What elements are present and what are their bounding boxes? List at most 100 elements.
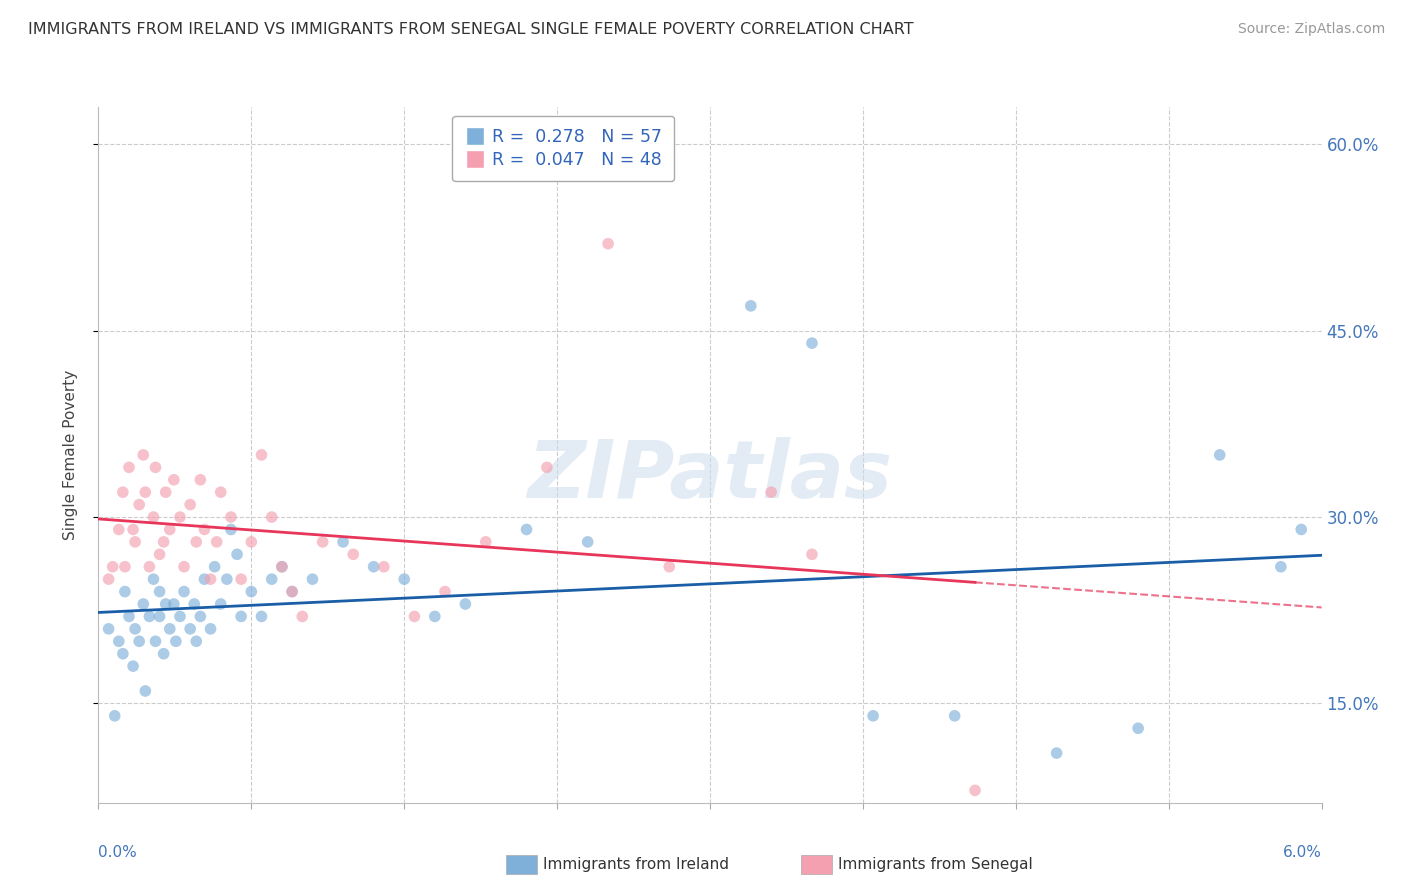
Text: IMMIGRANTS FROM IRELAND VS IMMIGRANTS FROM SENEGAL SINGLE FEMALE POVERTY CORRELA: IMMIGRANTS FROM IRELAND VS IMMIGRANTS FR…: [28, 22, 914, 37]
Point: [186, 634, 208, 648]
Point: [169, 510, 191, 524]
Text: Source: ZipAtlas.com: Source: ZipAtlas.com: [1237, 22, 1385, 37]
Point: [124, 535, 146, 549]
Point: [155, 485, 177, 500]
Point: [270, 559, 292, 574]
Point: [193, 523, 215, 537]
Point: [97, 572, 120, 586]
Point: [963, 783, 986, 797]
Point: [142, 572, 165, 586]
Point: [179, 498, 201, 512]
Point: [163, 597, 186, 611]
Text: 0.0%: 0.0%: [98, 845, 138, 860]
Point: [152, 647, 174, 661]
Point: [108, 634, 131, 648]
Point: [250, 448, 273, 462]
Point: [658, 559, 681, 574]
Point: [155, 597, 177, 611]
Point: [152, 535, 174, 549]
Point: [240, 584, 263, 599]
Point: [209, 597, 232, 611]
Point: [260, 572, 283, 586]
Point: [169, 609, 191, 624]
Point: [118, 609, 141, 624]
Point: [145, 460, 167, 475]
Point: [943, 708, 966, 723]
Point: [215, 572, 238, 586]
Point: [111, 647, 134, 661]
Point: [159, 523, 181, 537]
Point: [596, 236, 619, 251]
Point: [114, 584, 136, 599]
Point: [134, 485, 156, 500]
Point: [801, 547, 824, 561]
Y-axis label: Single Female Poverty: Single Female Poverty: [63, 370, 77, 540]
Point: [474, 535, 498, 549]
Text: 6.0%: 6.0%: [1282, 845, 1322, 860]
Point: [163, 473, 186, 487]
Point: [209, 485, 232, 500]
Point: [159, 622, 181, 636]
Point: [149, 584, 172, 599]
Point: [1291, 523, 1313, 537]
Point: [97, 622, 120, 636]
Point: [138, 609, 160, 624]
Point: [124, 622, 146, 636]
Point: [332, 535, 354, 549]
Point: [342, 547, 364, 561]
Point: [183, 597, 205, 611]
Point: [205, 535, 228, 549]
Point: [138, 559, 160, 574]
Point: [433, 584, 456, 599]
Point: [142, 510, 165, 524]
Point: [363, 559, 385, 574]
Point: [101, 559, 124, 574]
Point: [281, 584, 304, 599]
Point: [392, 572, 416, 586]
Point: [759, 485, 782, 500]
Point: [132, 448, 155, 462]
Point: [240, 535, 263, 549]
Point: [423, 609, 446, 624]
Point: [229, 609, 253, 624]
Point: [200, 622, 222, 636]
Point: [219, 523, 242, 537]
Point: [250, 609, 273, 624]
Point: [173, 584, 195, 599]
Point: [173, 559, 195, 574]
Point: [515, 523, 537, 537]
Text: ZIPatlas: ZIPatlas: [527, 437, 893, 515]
Point: [188, 473, 212, 487]
Point: [145, 634, 167, 648]
Point: [1045, 746, 1067, 760]
Point: [200, 572, 222, 586]
Point: [740, 299, 762, 313]
Point: [149, 547, 172, 561]
Point: [134, 684, 156, 698]
Point: [801, 336, 824, 351]
Point: [291, 609, 314, 624]
Point: [229, 572, 253, 586]
Point: [132, 597, 155, 611]
Point: [165, 634, 187, 648]
Text: Immigrants from Ireland: Immigrants from Ireland: [543, 857, 728, 871]
Point: [193, 572, 215, 586]
Point: [454, 597, 477, 611]
Point: [270, 559, 292, 574]
Point: [104, 708, 127, 723]
Point: [122, 523, 145, 537]
Point: [862, 708, 884, 723]
Point: [204, 559, 226, 574]
Point: [114, 559, 136, 574]
Point: [149, 609, 172, 624]
Text: Immigrants from Senegal: Immigrants from Senegal: [838, 857, 1033, 871]
Point: [186, 535, 208, 549]
Point: [1208, 448, 1230, 462]
Point: [111, 485, 134, 500]
Point: [536, 460, 558, 475]
Point: [219, 510, 242, 524]
Point: [404, 609, 426, 624]
Point: [281, 584, 304, 599]
Point: [128, 634, 150, 648]
Point: [373, 559, 395, 574]
